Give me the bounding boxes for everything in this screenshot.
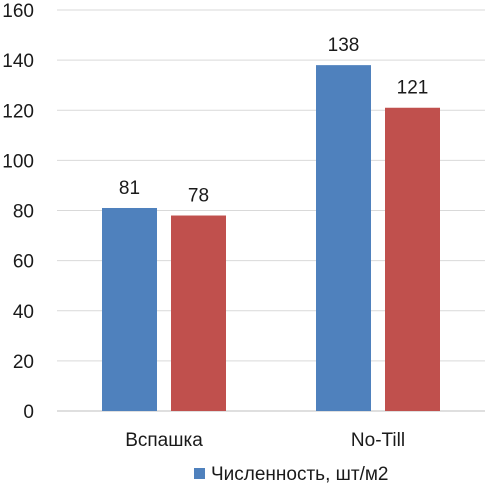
y-tick-label: 140: [2, 51, 34, 72]
data-label: 81: [119, 178, 140, 199]
y-tick-label: 40: [13, 302, 34, 323]
y-tick-label: 100: [2, 151, 34, 172]
data-label: 138: [328, 35, 360, 56]
y-tick-label: 20: [13, 352, 34, 373]
legend: Численность, шт/м2: [194, 464, 389, 485]
x-axis: Вспашка No-Till: [125, 430, 405, 451]
y-tick-label: 80: [13, 202, 34, 223]
bar: [171, 215, 226, 411]
data-label: 78: [188, 186, 209, 207]
y-tick-label: 120: [2, 101, 34, 122]
legend-swatch: [194, 468, 205, 479]
x-tick-label: Вспашка: [125, 430, 203, 451]
y-axis: 0 20 40 60 80 100 120 140 160: [2, 1, 34, 423]
data-labels: 81 78 138 121: [119, 35, 428, 206]
legend-label: Численность, шт/м2: [211, 464, 389, 485]
bar: [385, 107, 440, 412]
y-tick-label: 60: [13, 252, 34, 273]
y-tick-label: 0: [23, 402, 34, 423]
bar: [102, 207, 157, 411]
x-tick-label: No-Till: [351, 430, 405, 451]
y-tick-label: 160: [2, 1, 34, 22]
bars: [102, 65, 440, 412]
bar: [316, 65, 371, 411]
data-label: 121: [397, 78, 429, 99]
